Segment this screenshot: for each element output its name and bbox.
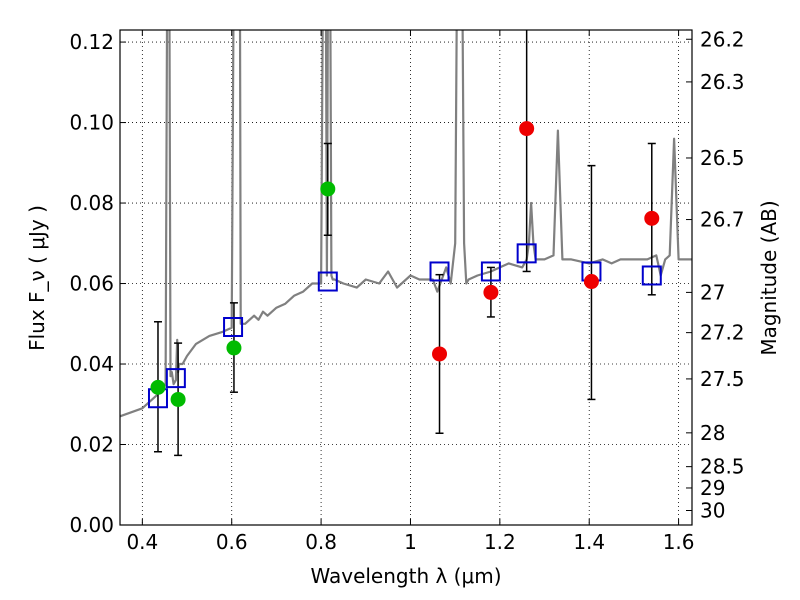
x-tick-label: 0.8	[305, 530, 337, 554]
model-spectrum-line	[120, 30, 692, 418]
optical-detection-point	[150, 379, 166, 395]
right-tick-label: 29	[700, 476, 725, 500]
y-tick-label: 0.10	[69, 111, 114, 135]
y-tick-label: 0.08	[69, 191, 114, 215]
right-tick-label: 27.5	[700, 367, 745, 391]
right-tick-label: 28	[700, 421, 725, 445]
optical-detection-point	[226, 340, 242, 356]
right-tick-label: 26.2	[700, 27, 745, 51]
model-photometry-square	[165, 368, 186, 389]
x-tick-label: 1.2	[484, 530, 516, 554]
right-axis-label: Magnitude (AB)	[757, 200, 781, 355]
model-photometry-square	[641, 265, 662, 286]
x-tick-label: 0.4	[126, 530, 158, 554]
y-axis-label: Flux F_ν ( μJy )	[25, 205, 49, 351]
right-tick-label: 30	[700, 499, 725, 523]
model-photometry-square	[516, 243, 537, 264]
plot-frame	[119, 29, 693, 526]
right-tick-label: 28.5	[700, 455, 745, 479]
y-tick-label: 0.04	[69, 352, 114, 376]
nir-detection-point	[644, 210, 660, 226]
nir-detection-point	[483, 284, 499, 300]
y-tick-label: 0.12	[69, 30, 114, 54]
right-tick-label: 27.2	[700, 321, 745, 345]
right-tick-label: 26.5	[700, 146, 745, 170]
x-axis-label: Wavelength λ (μm)	[310, 564, 501, 588]
nir-detection-point	[519, 121, 535, 137]
optical-detection-point	[170, 391, 186, 407]
x-tick-label: 1	[404, 530, 417, 554]
model-photometry-square	[317, 271, 338, 292]
right-tick-label: 27	[700, 280, 725, 304]
axis-ticks: 0.4 0.6 0.8 1 1.2 1.4 1.6 0.00 0.02 0.04 0.06 0.08 0…	[69, 27, 744, 554]
nir-detection-point	[432, 346, 448, 362]
x-tick-label: 1.6	[663, 530, 695, 554]
x-tick-label: 0.6	[216, 530, 248, 554]
y-tick-label: 0.00	[69, 513, 114, 537]
nir-detection-point	[583, 274, 599, 290]
right-tick-label: 26.7	[700, 208, 745, 232]
x-tick-label: 1.4	[573, 530, 605, 554]
model-photometry-square	[480, 261, 501, 282]
model-photometry-square	[223, 317, 244, 337]
right-tick-label: 26.3	[700, 70, 745, 94]
y-tick-label: 0.06	[69, 272, 114, 296]
y-tick-label: 0.02	[69, 433, 114, 457]
plot-area	[120, 30, 692, 457]
model-photometry-square	[429, 261, 450, 282]
optical-detection-point	[320, 181, 336, 197]
